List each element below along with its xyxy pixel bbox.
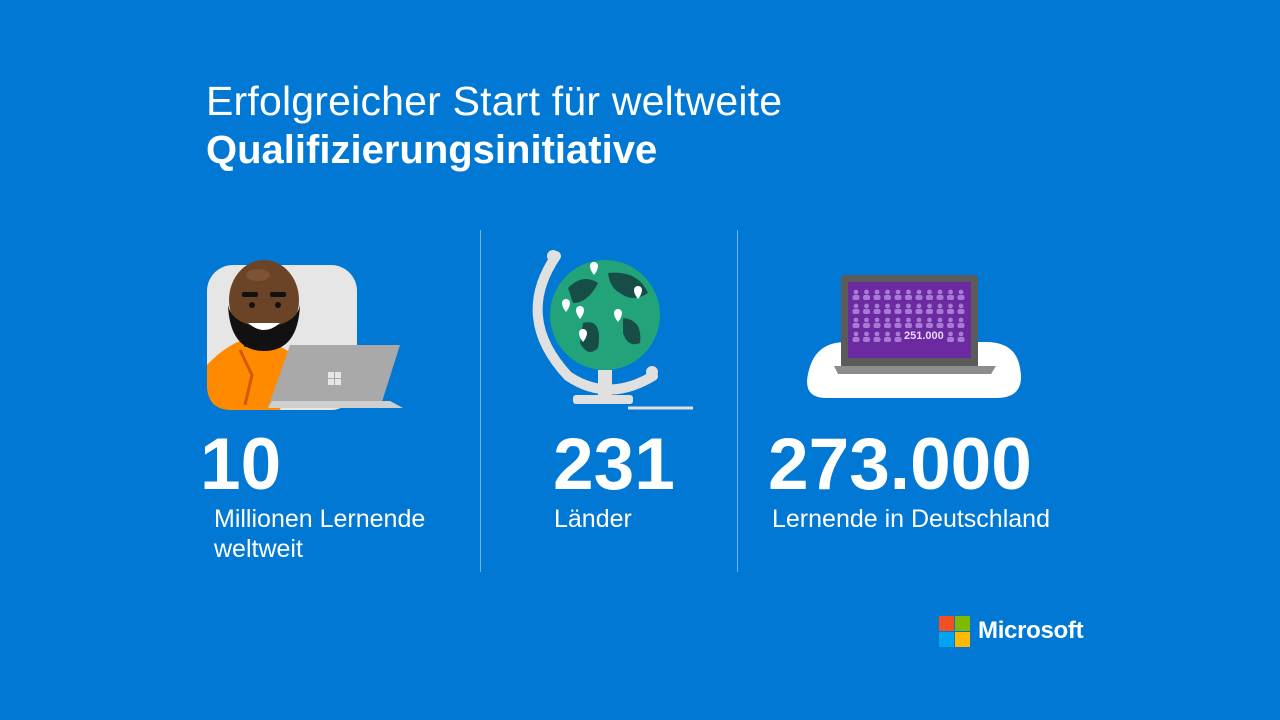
microsoft-logo-icon xyxy=(939,616,970,647)
slide-title-line1: Erfolgreicher Start für weltweite xyxy=(206,78,783,124)
globe-illustration xyxy=(532,250,693,410)
stat-value-learners: 10 xyxy=(200,424,282,505)
learner-with-laptop-illustration xyxy=(207,260,403,410)
stat-label-countries: Länder xyxy=(554,505,632,533)
laptop-cloud-illustration: 251.000 xyxy=(806,270,1026,405)
laptop-screen-count: 251.000 xyxy=(902,330,946,342)
slide-title-line2: Qualifizierungsinitiative xyxy=(206,128,658,172)
stat-label-learners-line2: weltweit xyxy=(214,535,303,563)
stat-value-germany: 273.000 xyxy=(768,424,1032,505)
microsoft-wordmark: Microsoft xyxy=(978,617,1084,644)
stat-label-germany: Lernende in Deutschland xyxy=(772,505,1050,533)
divider-left xyxy=(480,230,481,572)
stat-label-learners-line1: Millionen Lernende xyxy=(214,505,426,533)
stat-value-countries: 231 xyxy=(553,424,675,505)
divider-right xyxy=(737,230,738,572)
